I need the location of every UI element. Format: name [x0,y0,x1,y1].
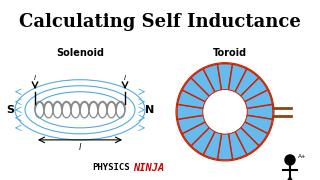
Wedge shape [178,115,205,134]
Wedge shape [177,104,203,119]
Text: S: S [6,105,14,115]
Wedge shape [218,134,233,160]
Text: A+: A+ [298,154,307,159]
Wedge shape [191,127,215,155]
Text: Calculating Self Inductance: Calculating Self Inductance [19,13,301,31]
Wedge shape [235,127,259,155]
Text: Toroid: Toroid [213,48,247,58]
Wedge shape [247,104,273,119]
Circle shape [285,155,295,165]
Wedge shape [241,78,268,102]
Text: PHYSICS: PHYSICS [92,163,130,172]
Wedge shape [235,69,259,96]
Text: I: I [124,75,126,81]
Text: I: I [34,75,36,81]
Wedge shape [203,131,221,159]
Wedge shape [182,78,210,102]
Text: NINJA: NINJA [133,163,164,173]
Circle shape [204,91,246,133]
Wedge shape [178,90,205,108]
Wedge shape [244,90,272,108]
Wedge shape [191,69,215,96]
Wedge shape [228,131,247,159]
Wedge shape [241,122,268,146]
Wedge shape [218,64,233,90]
Text: N: N [145,105,155,115]
Wedge shape [228,64,247,92]
Text: l: l [79,143,81,152]
Wedge shape [182,122,210,146]
Wedge shape [203,64,221,92]
Wedge shape [244,115,272,134]
Text: Solenoid: Solenoid [56,48,104,58]
